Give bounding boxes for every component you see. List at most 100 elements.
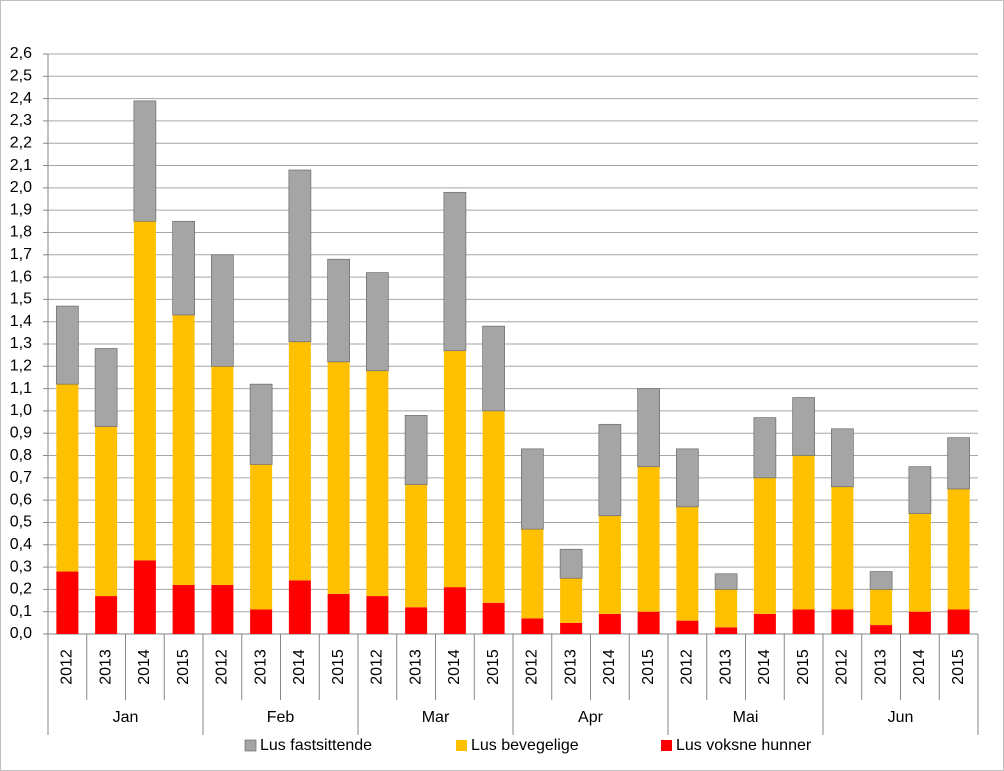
- y-tick-label: 0,9: [10, 424, 32, 441]
- y-tick-label: 1,7: [10, 246, 32, 263]
- x-tick-label: 2012: [59, 649, 76, 685]
- bar-segment: [676, 620, 699, 634]
- legend-swatch: [456, 740, 467, 751]
- bar-segment: [211, 366, 234, 585]
- y-tick-label: 1,4: [10, 313, 32, 330]
- bar-segment: [327, 593, 350, 634]
- y-tick-label: 0,8: [10, 447, 32, 464]
- bar-segment: [560, 622, 583, 634]
- bar-segment: [443, 191, 467, 352]
- bar-segment: [637, 611, 660, 634]
- x-tick-label: 2013: [252, 649, 269, 685]
- bar-segment: [327, 361, 350, 594]
- bar-segment: [482, 602, 505, 634]
- y-tick-label: 1,1: [10, 380, 32, 397]
- bar-segment: [831, 486, 854, 610]
- bar-segment: [947, 437, 970, 490]
- x-tick-label: 2013: [717, 649, 734, 685]
- bar-segment: [870, 625, 893, 634]
- bar-segment: [521, 618, 544, 634]
- y-tick-label: 2,4: [10, 90, 32, 107]
- x-tick-label: 2014: [291, 649, 308, 685]
- bar-segment: [288, 580, 311, 634]
- y-tick-label: 0,1: [10, 603, 32, 620]
- x-tick-label: 2012: [679, 649, 696, 685]
- bar-segment: [133, 560, 156, 634]
- y-tick-label: 2,0: [10, 179, 32, 196]
- bar-segment: [869, 571, 893, 590]
- x-tick-label: 2014: [756, 649, 773, 685]
- bar-segment: [521, 448, 544, 530]
- bar-segment: [637, 388, 660, 468]
- bar-segment: [559, 548, 583, 579]
- bar-segment: [443, 350, 466, 588]
- bar-segment: [211, 584, 234, 634]
- bar-segment: [366, 596, 389, 634]
- bar-segment: [792, 455, 815, 610]
- bar-segment: [250, 464, 273, 610]
- bar-segment: [908, 466, 932, 514]
- bar-segment: [94, 348, 118, 427]
- bar-segment: [172, 584, 195, 634]
- bar-segment: [560, 578, 583, 623]
- bar-segment: [792, 397, 815, 456]
- bar-segment: [831, 428, 854, 488]
- bar-segment: [288, 169, 312, 343]
- x-tick-label: 2012: [214, 649, 231, 685]
- bar-segment: [598, 515, 621, 614]
- bar-segment: [714, 573, 738, 590]
- bar-segment: [172, 315, 195, 585]
- bar-segment: [792, 609, 815, 634]
- bar-segment: [172, 220, 195, 316]
- y-tick-label: 1,2: [10, 358, 32, 375]
- legend-swatch: [244, 739, 257, 752]
- bar-segment: [637, 466, 660, 612]
- bar-segment: [133, 100, 157, 222]
- group-label: Mar: [422, 709, 450, 726]
- bar-segment: [249, 383, 273, 465]
- bar-segment: [288, 341, 311, 581]
- bar-segment: [870, 589, 893, 626]
- bar-segment: [482, 410, 505, 603]
- x-tick-label: 2014: [911, 649, 928, 685]
- y-tick-label: 1,9: [10, 201, 32, 218]
- bar-segment: [404, 415, 428, 485]
- legend-swatch: [661, 740, 672, 751]
- y-tick-label: 1,8: [10, 224, 32, 241]
- group-label: Feb: [267, 709, 295, 726]
- x-tick-label: 2013: [97, 649, 114, 685]
- bar-segment: [521, 529, 544, 619]
- x-tick-label: 2013: [872, 649, 889, 685]
- group-label: Jun: [888, 709, 914, 726]
- y-tick-label: 2,5: [10, 68, 32, 85]
- x-tick-label: 2014: [601, 649, 618, 685]
- bar-segment: [753, 477, 776, 614]
- y-tick-label: 2,3: [10, 112, 32, 129]
- x-tick-label: 2014: [136, 649, 153, 685]
- bar-segment: [753, 613, 776, 634]
- bar-segment: [908, 611, 931, 634]
- group-label: Jan: [113, 709, 139, 726]
- x-tick-label: 2015: [950, 649, 967, 685]
- bar-segment: [366, 272, 389, 372]
- bar-segment: [366, 370, 389, 597]
- y-tick-label: 0,4: [10, 536, 32, 553]
- group-label: Apr: [578, 709, 604, 726]
- x-tick-label: 2012: [834, 649, 851, 685]
- x-tick-label: 2015: [485, 649, 502, 685]
- bar-segment: [753, 417, 777, 479]
- bar-segment: [598, 423, 622, 517]
- bar-segment: [133, 221, 156, 561]
- y-tick-label: 2,6: [10, 45, 32, 62]
- y-tick-label: 2,1: [10, 157, 32, 174]
- bar-segment: [831, 609, 854, 634]
- y-tick-label: 2,2: [10, 134, 32, 151]
- x-tick-label: 2015: [330, 649, 347, 685]
- bar-segment: [482, 325, 505, 412]
- bar-segment: [95, 426, 118, 597]
- bar-segment: [676, 506, 699, 621]
- x-tick-label: 2012: [524, 649, 541, 685]
- y-tick-label: 1,6: [10, 268, 32, 285]
